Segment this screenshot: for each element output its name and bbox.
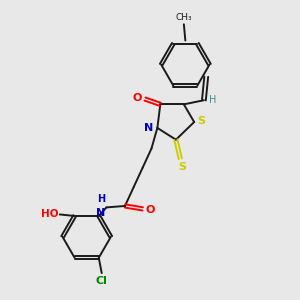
Text: N: N (96, 208, 105, 218)
Text: CH₃: CH₃ (176, 13, 192, 22)
Text: O: O (146, 206, 155, 215)
Text: O: O (133, 93, 142, 103)
Text: H: H (209, 95, 217, 105)
Text: HO: HO (41, 209, 58, 220)
Text: S: S (197, 116, 205, 126)
Text: H: H (97, 194, 105, 204)
Text: Cl: Cl (96, 276, 108, 286)
Text: N: N (144, 123, 154, 133)
Text: S: S (178, 162, 186, 172)
